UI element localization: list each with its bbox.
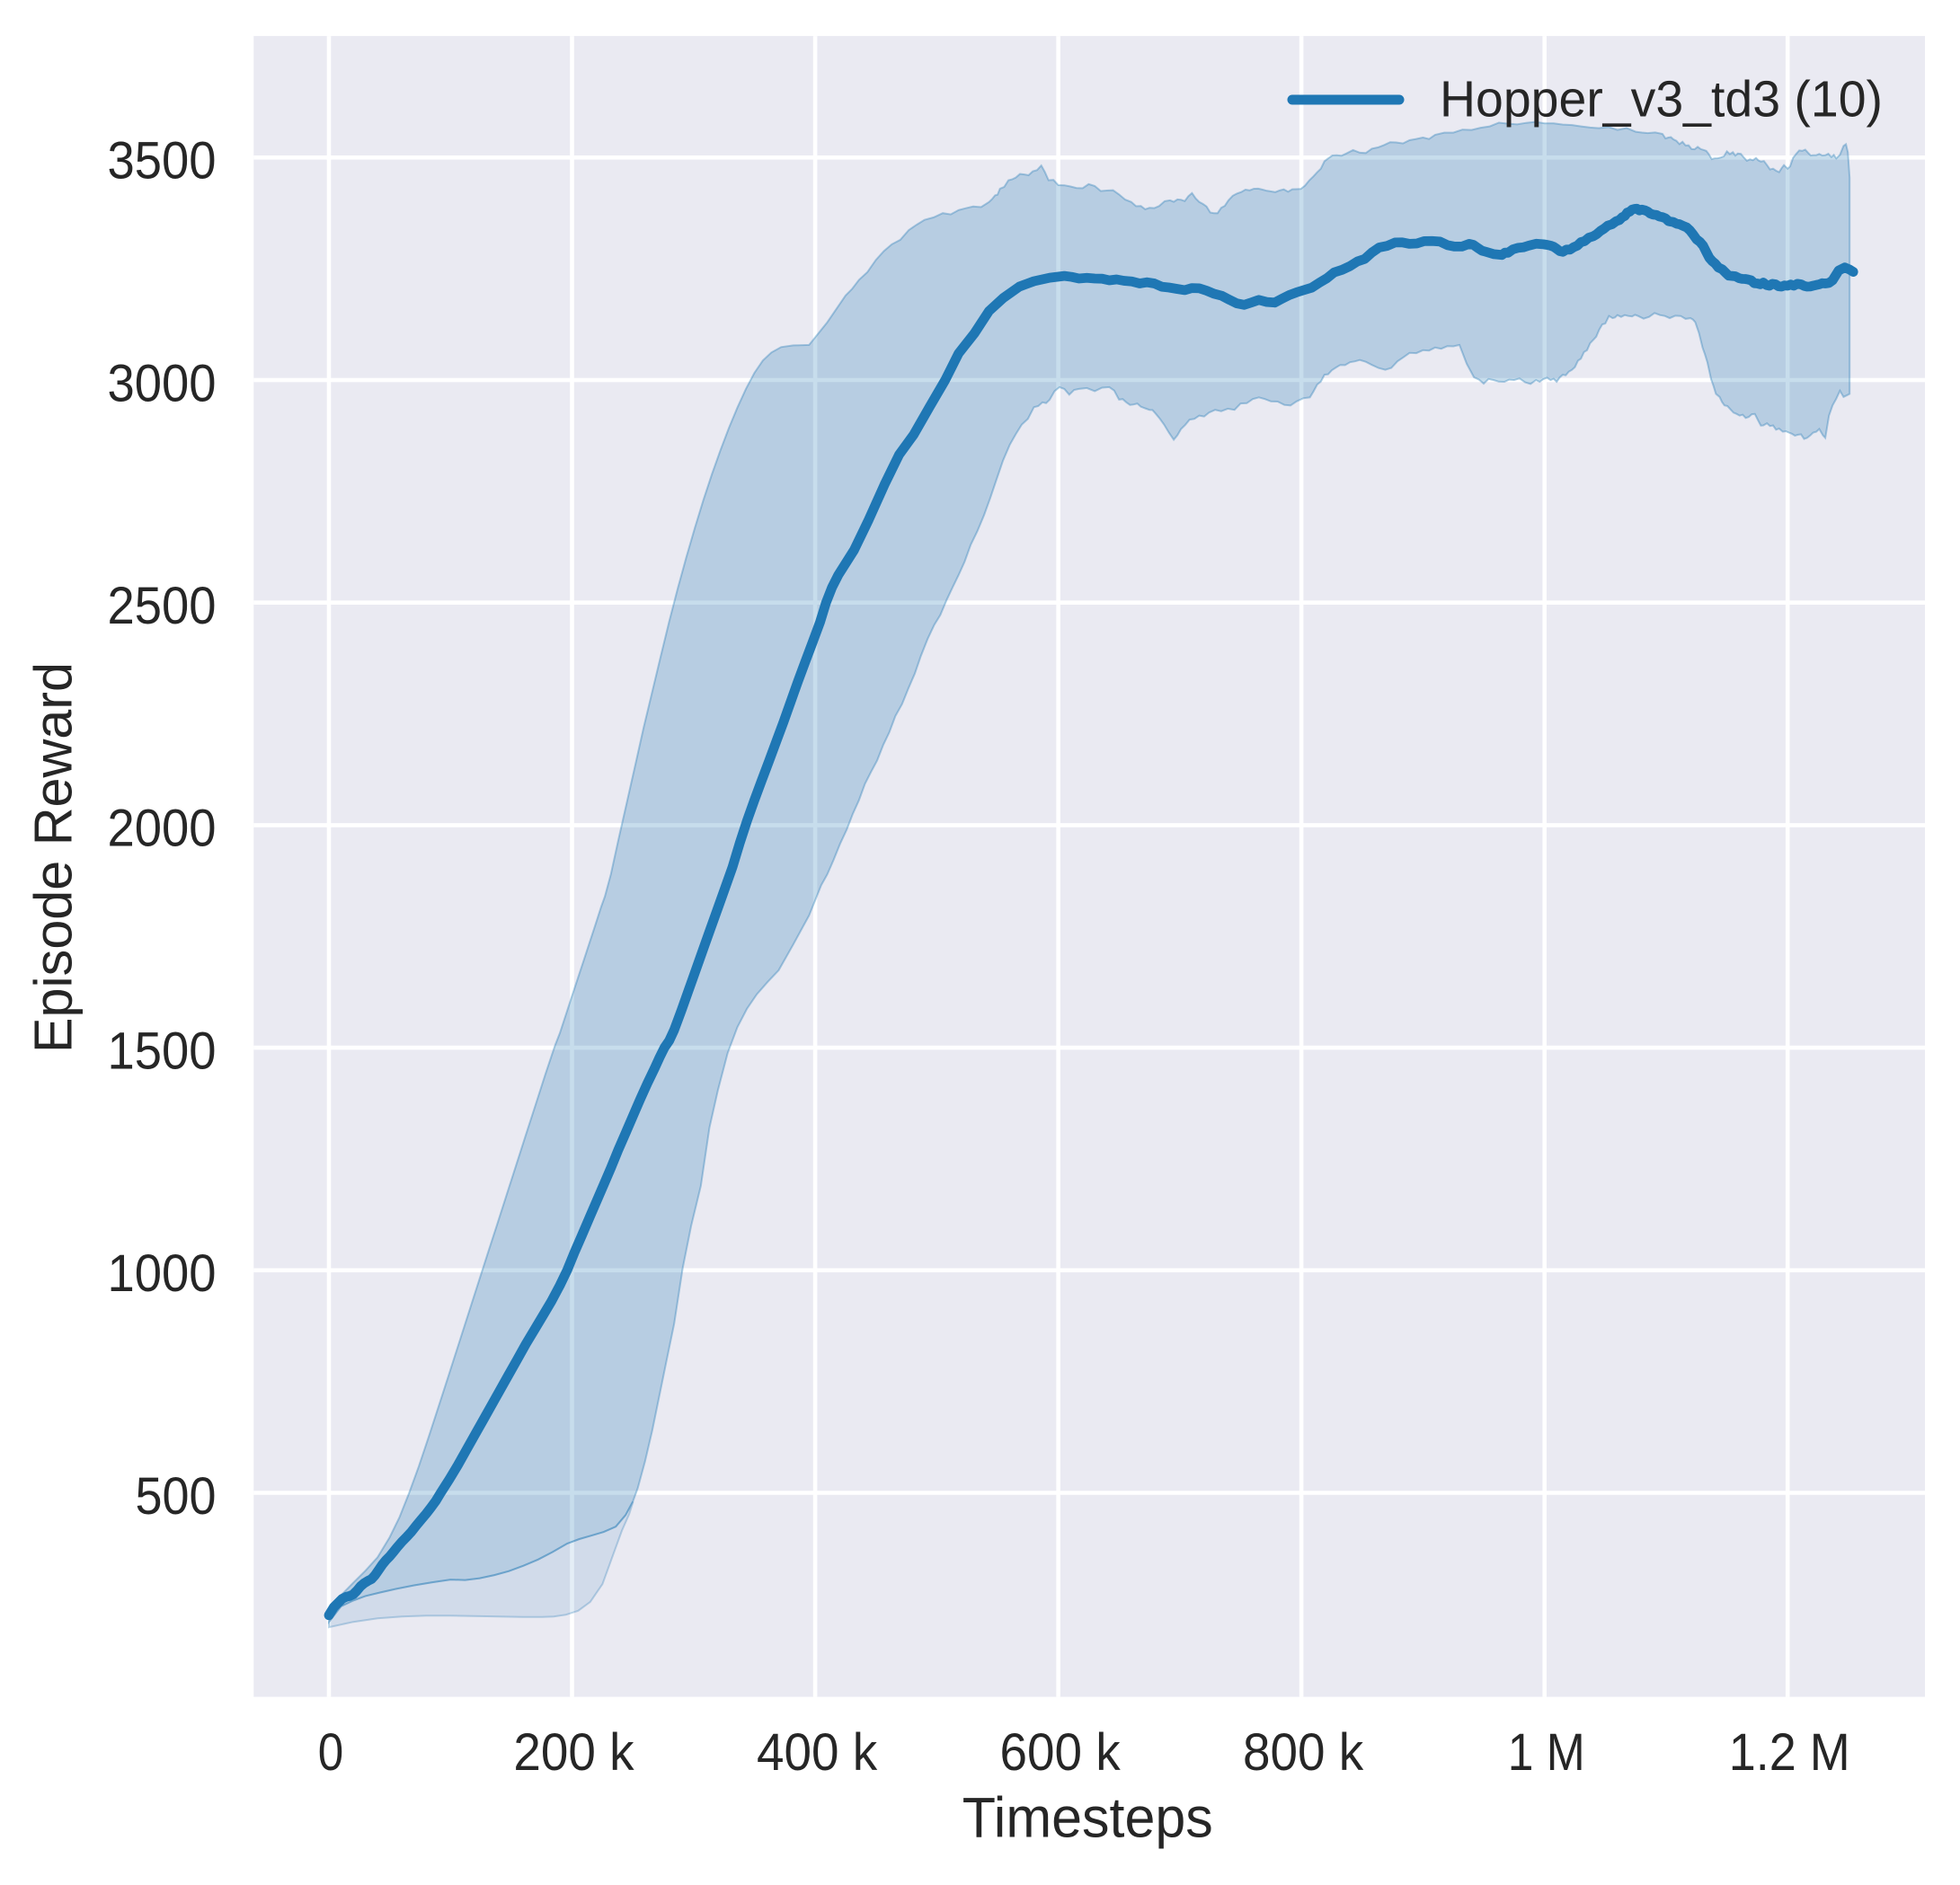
svg-text:500: 500: [136, 1467, 217, 1526]
svg-text:Timesteps: Timesteps: [962, 1787, 1213, 1850]
svg-text:Hopper_v3_td3 (10): Hopper_v3_td3 (10): [1440, 71, 1883, 128]
svg-text:3000: 3000: [108, 354, 217, 412]
svg-text:0: 0: [318, 1723, 344, 1782]
svg-text:2500: 2500: [108, 577, 217, 635]
svg-text:200 k: 200 k: [513, 1723, 634, 1782]
svg-text:1000: 1000: [108, 1244, 217, 1303]
svg-text:600 k: 600 k: [1000, 1723, 1122, 1782]
svg-text:1.2 M: 1.2 M: [1729, 1723, 1850, 1782]
svg-text:2000: 2000: [108, 800, 217, 858]
svg-text:3500: 3500: [108, 132, 217, 190]
svg-text:400 k: 400 k: [757, 1723, 878, 1782]
svg-text:1 M: 1 M: [1508, 1723, 1585, 1782]
svg-text:Episode Reward: Episode Reward: [23, 662, 83, 1053]
svg-text:800 k: 800 k: [1243, 1723, 1364, 1782]
svg-text:1500: 1500: [108, 1022, 217, 1080]
